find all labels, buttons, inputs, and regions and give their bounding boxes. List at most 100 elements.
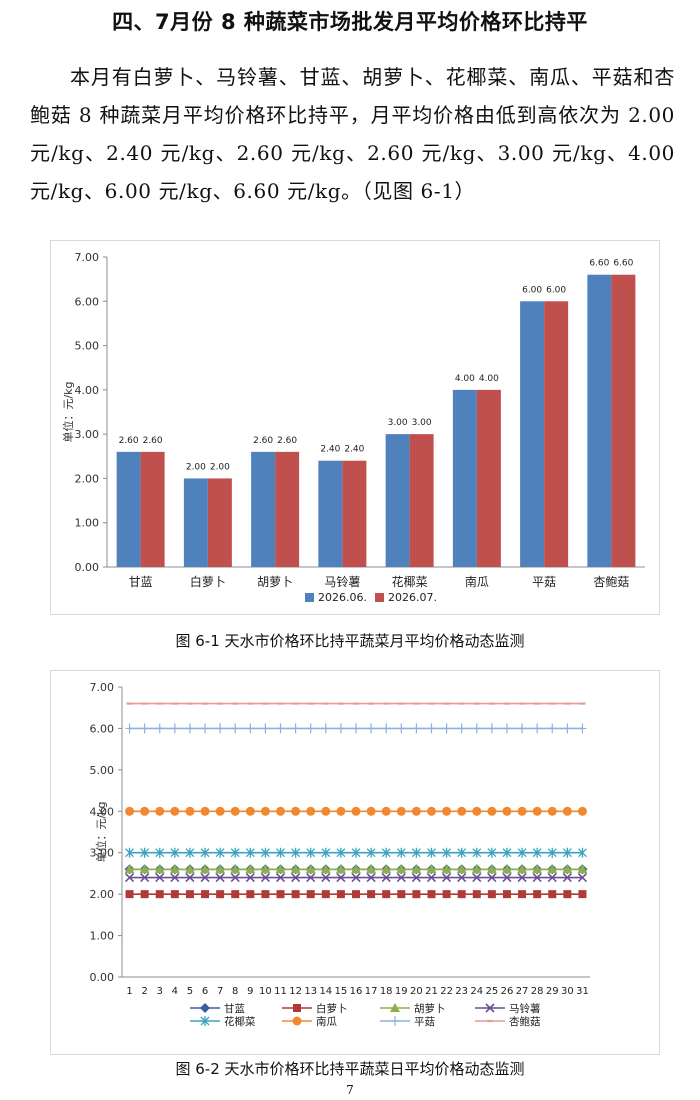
data-point bbox=[321, 890, 330, 899]
x-tick-label: 23 bbox=[455, 986, 468, 997]
data-point bbox=[427, 723, 436, 734]
data-point bbox=[336, 890, 345, 899]
data-point bbox=[502, 806, 512, 816]
data-point bbox=[170, 873, 180, 883]
data-point bbox=[292, 1016, 302, 1026]
x-tick-label: 5 bbox=[187, 986, 193, 997]
data-point bbox=[170, 890, 179, 899]
x-tick-label: 10 bbox=[259, 986, 272, 997]
data-point bbox=[231, 723, 240, 734]
page-number: 7 bbox=[346, 1083, 354, 1097]
data-point bbox=[577, 873, 588, 883]
data-point bbox=[275, 864, 286, 874]
legend-item: 杏鲍菇 bbox=[475, 1015, 541, 1028]
data-point bbox=[306, 806, 316, 816]
data-point bbox=[457, 806, 467, 816]
bar-value-label: 3.00 bbox=[388, 418, 408, 428]
legend-label: 平菇 bbox=[414, 1015, 435, 1028]
data-point bbox=[397, 890, 406, 899]
data-point bbox=[246, 723, 255, 734]
legend-label: 花椰菜 bbox=[224, 1015, 256, 1028]
x-tick-label: 24 bbox=[470, 986, 483, 997]
data-point bbox=[442, 806, 452, 816]
data-point bbox=[457, 847, 467, 858]
data-point bbox=[562, 806, 572, 816]
x-tick-label: 27 bbox=[516, 986, 529, 997]
data-point bbox=[200, 1003, 210, 1013]
data-point bbox=[321, 723, 330, 734]
x-tick-label: 29 bbox=[546, 986, 559, 997]
x-tick-label: 17 bbox=[365, 986, 378, 997]
bar-1 bbox=[183, 478, 208, 567]
category-label: 甘蓝 bbox=[129, 575, 153, 589]
y-tick-label: 1.00 bbox=[90, 930, 115, 943]
data-point bbox=[216, 890, 225, 899]
data-point bbox=[427, 890, 436, 899]
data-point bbox=[276, 847, 285, 858]
data-point bbox=[336, 873, 346, 883]
data-point bbox=[366, 864, 377, 874]
data-point bbox=[140, 873, 150, 883]
data-point bbox=[562, 864, 573, 874]
data-point bbox=[381, 873, 391, 883]
data-point bbox=[155, 873, 165, 883]
data-point bbox=[276, 806, 286, 816]
data-point bbox=[517, 864, 528, 874]
data-point bbox=[336, 723, 345, 734]
data-point bbox=[185, 890, 194, 899]
data-point bbox=[502, 847, 512, 858]
data-point bbox=[215, 847, 225, 858]
y-tick-label: 7.00 bbox=[90, 681, 115, 694]
y-axis-label: 单位：元/kg bbox=[61, 381, 75, 442]
data-point bbox=[563, 890, 572, 899]
bar-value-label: 2.60 bbox=[253, 436, 273, 446]
data-point bbox=[155, 847, 165, 858]
data-point bbox=[442, 890, 451, 899]
bar-2 bbox=[207, 478, 232, 567]
data-point bbox=[260, 847, 270, 858]
x-tick-label: 28 bbox=[531, 986, 544, 997]
data-point bbox=[200, 847, 210, 858]
x-tick-label: 3 bbox=[157, 986, 163, 997]
bar-1 bbox=[116, 451, 141, 567]
data-point bbox=[532, 873, 542, 883]
legend-label: 2026.06. bbox=[318, 591, 367, 604]
x-tick-label: 20 bbox=[410, 986, 423, 997]
data-point bbox=[351, 806, 361, 816]
x-tick-label: 16 bbox=[350, 986, 363, 997]
x-tick-label: 19 bbox=[395, 986, 408, 997]
x-tick-label: 31 bbox=[576, 986, 589, 997]
data-point bbox=[532, 864, 543, 874]
data-point bbox=[471, 864, 482, 874]
data-point bbox=[396, 864, 407, 874]
data-point bbox=[170, 806, 180, 816]
legend-item: 花椰菜 bbox=[190, 1015, 256, 1028]
data-point bbox=[231, 890, 240, 899]
category-label: 花椰菜 bbox=[392, 574, 428, 589]
data-point bbox=[442, 847, 452, 858]
y-tick-label: 7.00 bbox=[75, 251, 100, 264]
bar-value-label: 6.60 bbox=[589, 259, 609, 269]
data-point bbox=[140, 806, 150, 816]
data-point bbox=[185, 847, 195, 858]
y-tick-label: 0.00 bbox=[75, 561, 100, 574]
bar-2 bbox=[342, 460, 367, 567]
data-point bbox=[336, 847, 346, 858]
data-point bbox=[155, 806, 165, 816]
data-point bbox=[366, 806, 376, 816]
data-point bbox=[487, 890, 496, 899]
data-point bbox=[382, 890, 391, 899]
data-point bbox=[200, 864, 211, 874]
data-point bbox=[562, 847, 572, 858]
data-point bbox=[185, 873, 195, 883]
data-point bbox=[154, 864, 165, 874]
data-point bbox=[472, 723, 481, 734]
data-point bbox=[518, 723, 527, 734]
data-point bbox=[487, 723, 496, 734]
bar-value-label: 2.00 bbox=[210, 462, 230, 472]
x-tick-label: 26 bbox=[501, 986, 514, 997]
data-point bbox=[411, 806, 421, 816]
data-point bbox=[246, 890, 255, 899]
data-point bbox=[351, 864, 361, 874]
data-point bbox=[563, 723, 572, 734]
